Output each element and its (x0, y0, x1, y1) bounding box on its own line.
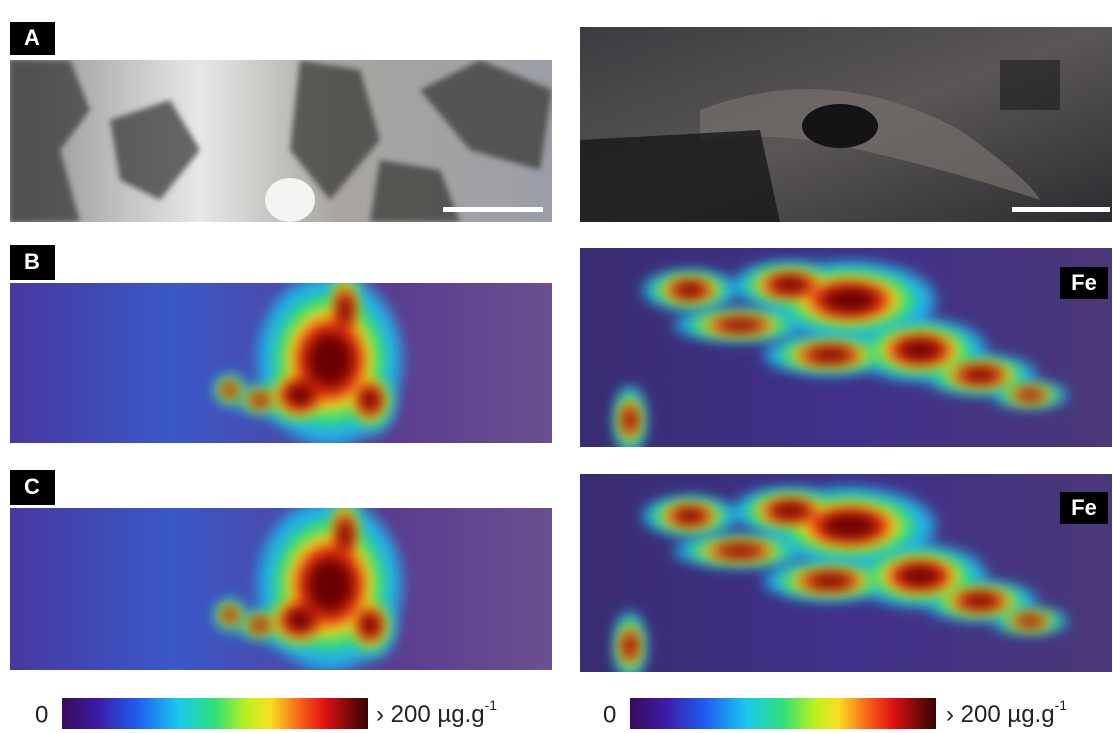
element-label-box (1060, 492, 1108, 524)
element-label-box (1060, 267, 1108, 299)
colorbar-max-text: › 200 µg.g (376, 701, 485, 728)
colorbar-min: 0 (603, 701, 616, 728)
element-label: Fe (1071, 495, 1097, 520)
heatmap-hotspot (214, 508, 403, 670)
panel-label: B (24, 249, 40, 274)
colorbar (62, 698, 368, 729)
heatmap-hotspot (614, 488, 1068, 672)
panel-label-box (10, 470, 55, 505)
scale-bar (1012, 207, 1110, 212)
panel-label-box (10, 245, 55, 280)
colorbar-max: › 200 µg.g-1 (946, 697, 1067, 729)
heatmap-hotspot (614, 262, 1068, 447)
heatmap-hotspot (214, 283, 403, 443)
photo-right (580, 27, 1112, 222)
photo-left (10, 60, 552, 222)
scale-bar (443, 207, 543, 212)
colorbar (630, 698, 936, 729)
panel-label: A (24, 25, 40, 50)
colorbar-max: › 200 µg.g-1 (376, 697, 497, 729)
colorbar-max-text: › 200 µg.g (946, 701, 1055, 728)
panel-label: C (24, 474, 40, 499)
element-label: Fe (1071, 270, 1097, 295)
colorbar-max-sup: -1 (1055, 697, 1068, 713)
panel-label-box (10, 22, 55, 55)
colorbar-max-sup: -1 (485, 697, 498, 713)
colorbar-min: 0 (35, 701, 48, 728)
